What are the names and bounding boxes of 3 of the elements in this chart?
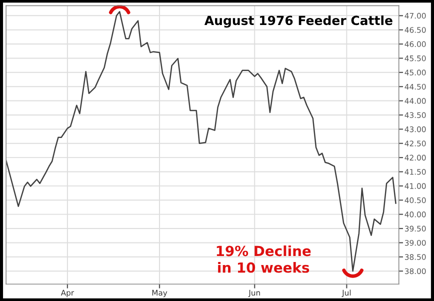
line-series [6, 11, 396, 272]
text: August 1976 Feeder Cattle [204, 15, 392, 28]
annotation: 19% Decline in 10 weeks [216, 245, 311, 273]
